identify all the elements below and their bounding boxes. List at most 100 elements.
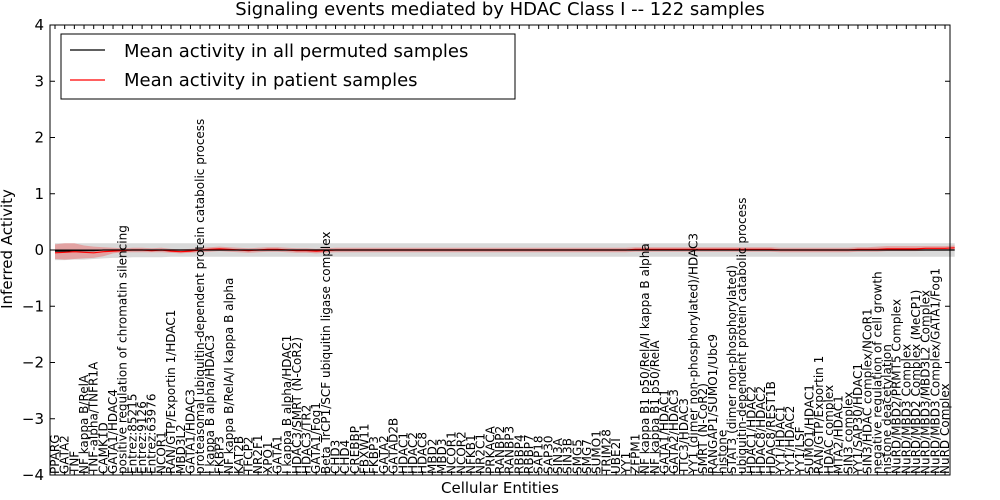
category-label: GATA1/Fog1: [309, 402, 323, 474]
category-label: CREBBP: [348, 426, 362, 474]
category-label: GATA1/HDAC3: [183, 389, 197, 474]
category-label: GATA2: [377, 435, 391, 474]
category-label: NuRD/MBD2/PRMT5 Complex: [890, 299, 904, 474]
category-label: Beta TrCP1/SCF ubiquitin ligase complex: [319, 231, 333, 474]
category-label: NuRD/MBD3 Complex: [899, 344, 913, 474]
category-label: GATA1/HDAC4: [106, 389, 120, 474]
category-label: TFCP2: [242, 437, 256, 475]
category-label: CAMK1D: [96, 422, 110, 474]
category-label: MBD3L2: [174, 424, 188, 474]
category-label: NF kappa B1 p50/RelA: [648, 340, 662, 474]
category-label: MTA2/HDAC1: [832, 395, 846, 474]
y-tick-label: 1: [34, 185, 44, 203]
category-label: NR2F1: [251, 435, 265, 475]
category-label: KAT2B: [232, 436, 246, 474]
category-label: NuRD Complex: [938, 383, 952, 474]
category-label: TTC3/HDAC3: [677, 398, 691, 475]
category-label: NFKB1: [464, 434, 478, 474]
category-label: SUMO1/HDAC1: [803, 384, 817, 474]
category-label: TRIM28: [599, 429, 613, 475]
category-label: CHD3: [329, 440, 343, 474]
category-label: YY1/LSF: [793, 426, 807, 475]
confidence-bands: [55, 243, 955, 261]
y-tick-label: −1: [22, 297, 44, 315]
category-label: SAP30: [541, 435, 555, 474]
category-label: NCOR2: [454, 431, 468, 474]
category-label: SIN3 complex: [841, 392, 855, 474]
y-axis-ticks: −4 −3 −2 −1 0 1 2 3 4: [22, 16, 950, 484]
category-label: Entrez:85215: [125, 394, 139, 474]
category-label: HDAC8: [416, 432, 430, 474]
category-label: YY1: [619, 452, 633, 475]
category-label: Entrez:9126: [135, 401, 149, 474]
category-label: FKBP3: [213, 436, 227, 474]
category-label: HDAC1/HDAC2: [745, 386, 759, 474]
category-label: GATA2: [58, 435, 72, 474]
category-label: NF kappa B/RelA/I kappa B alpha: [222, 278, 236, 474]
category-label: Entrez:63976: [145, 394, 159, 474]
category-label: positive regulation of chromatin silenci…: [116, 225, 130, 474]
category-label: UBE2I: [609, 438, 623, 474]
category-label: TNF: [67, 451, 81, 475]
y-tick-label: 2: [34, 129, 44, 147]
y-tick-label: 0: [34, 241, 44, 259]
category-label: YY1/HDAC1: [774, 406, 788, 475]
category-label: HDAC3/SMRT (N-CoR2): [290, 337, 304, 474]
y-tick-label: 3: [34, 72, 44, 90]
category-label: HDAC complex: [822, 385, 836, 474]
category-label: MBD2: [425, 439, 439, 474]
y-tick-label: −3: [22, 410, 44, 428]
category-label: GATA1/HDAC1: [658, 389, 672, 474]
category-label: SMG7: [580, 439, 594, 474]
category-label: PRKACA: [483, 425, 497, 474]
category-label: histone: [716, 430, 730, 474]
category-label: FKBP3: [367, 436, 381, 474]
legend: Mean activity in all permuted samples Me…: [60, 33, 516, 100]
category-label: SIN3B: [561, 438, 575, 474]
category-label: RANGAP1/SUMO1/Ubc9: [706, 334, 720, 474]
category-label: YY1/SAP30/HDAC1: [851, 363, 865, 475]
y-tick-label: 4: [34, 16, 44, 34]
category-label: FBXW11: [358, 424, 372, 475]
band-permuted: [55, 243, 955, 261]
y-tick-label: −2: [22, 354, 44, 372]
category-label: SIN3/HDAC complex/NCoR1: [861, 308, 875, 474]
category-label: RAN/GTP/Exportin 1: [812, 356, 826, 474]
category-label: histone deacetylation: [880, 344, 894, 474]
legend-label-patient: Mean activity in patient samples: [124, 70, 418, 91]
category-label: XPO1: [261, 441, 275, 474]
category-label: NuRD/MBD2 Complex (MeCP1): [909, 290, 923, 474]
category-label: RANBP2: [493, 426, 507, 474]
category-label: CHD4: [338, 440, 352, 474]
category-label: YY1/HDAC2: [783, 406, 797, 475]
category-label: GATA1: [271, 435, 285, 474]
category-label: negative regulation of cell growth: [870, 271, 884, 474]
x-axis-ticks: [54, 25, 946, 475]
category-label: NuRD/MBD3/MBD3L2 Complex: [919, 290, 933, 474]
category-label: ubiquitin-dependent protein catabolic pr…: [735, 198, 749, 474]
series-lines: [50, 247, 955, 254]
category-label: STAT3 (dimer non-phosphorylated): [725, 265, 739, 474]
category-label: RBBP7: [522, 434, 536, 474]
category-label: SMRT (N-CoR2): [696, 383, 710, 474]
category-label: NF kappa B/RelA: [77, 374, 91, 474]
category-label: GATAD2B: [387, 418, 401, 474]
category-label: I kappa B alpha/HDAC3: [203, 335, 217, 474]
category-label: RANBP3: [503, 426, 517, 474]
legend-label-permuted: Mean activity in all permuted samples: [124, 41, 468, 62]
category-label: RBBP4: [512, 434, 526, 474]
category-label: HDAC3/TR2: [300, 405, 314, 474]
category-label: MBD3: [435, 439, 449, 474]
category-label: proteasomal ubiquitin-dependent protein …: [193, 119, 207, 474]
category-label: GATA2/HDAC3: [667, 389, 681, 474]
category-label: NCOR1: [445, 431, 459, 474]
category-label: SUMO1: [590, 430, 604, 474]
x-axis-title: Cellular Entities: [441, 479, 559, 497]
category-label: SMG5: [570, 439, 584, 474]
category-label: HDAC8/REST1B: [764, 381, 778, 474]
category-label: I kappa B alpha/HDAC1: [280, 335, 294, 474]
category-label: NF kappa B1 p50/RelA/I kappa B alpha: [638, 243, 652, 474]
category-label: SAP18: [532, 435, 546, 474]
